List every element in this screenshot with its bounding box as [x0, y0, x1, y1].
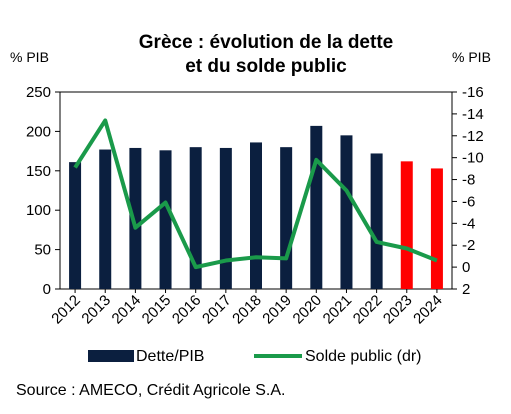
legend-label-balance: Solde public (dr) — [305, 348, 422, 365]
y-right-tick-label: 2 — [462, 281, 470, 298]
chart-title-line-1: Grèce : évolution de la dette — [139, 32, 393, 53]
bar-debt-2022 — [370, 153, 383, 289]
y-left-tick-label: 150 — [26, 163, 51, 180]
y-left-tick-label: 50 — [34, 242, 51, 259]
y-left-tick-label: 200 — [26, 123, 51, 140]
y-left-tick-label: 0 — [43, 281, 51, 298]
bar-debt-2021 — [340, 135, 353, 289]
plot-area: 0 50 100 150 200 250 2 0 -2 -4 -6 -8 -10 -12 -14 -16 201… — [26, 84, 484, 327]
bar-debt-2013 — [99, 149, 112, 289]
bar-debt-2023 — [400, 161, 413, 289]
bar-debt-2019 — [280, 147, 293, 289]
x-tick-label-2018: 2018 — [229, 292, 265, 328]
y-right-tick-label: -12 — [462, 128, 484, 145]
chart-title-line-2: et du solde public — [185, 56, 347, 77]
y-left-tick-label: 100 — [26, 202, 51, 219]
source-note: Source : AMECO, Crédit Agricole S.A. — [16, 382, 285, 399]
bar-debt-2017 — [219, 147, 232, 289]
x-tick-label-2017: 2017 — [199, 292, 235, 328]
bar-debt-2015 — [159, 150, 172, 289]
y-right-tick-label: -2 — [462, 237, 475, 254]
y-right-tick-label: -10 — [462, 150, 484, 167]
x-tick-label-2012: 2012 — [48, 292, 84, 328]
x-tick-label-2015: 2015 — [139, 292, 175, 328]
y-right-tick-label: -4 — [462, 215, 475, 232]
x-tick-label-2021: 2021 — [320, 292, 356, 328]
y-right-tick-label: -8 — [462, 172, 475, 189]
y-axis-left-label: % PIB — [10, 49, 49, 65]
y-axis-right-label: % PIB — [452, 49, 491, 65]
bar-debt-2020 — [310, 125, 323, 289]
bar-debt-2018 — [250, 142, 262, 289]
bar-debt-2014 — [129, 147, 142, 289]
x-tick-label-2016: 2016 — [169, 292, 205, 328]
y-right-tick-label: -6 — [462, 193, 475, 210]
x-tick-label-2019: 2019 — [259, 292, 295, 328]
x-tick-label-2023: 2023 — [380, 292, 416, 328]
bar-debt-2024 — [430, 168, 443, 289]
legend-label-debt: Dette/PIB — [136, 348, 204, 365]
x-tick-label-2024: 2024 — [410, 292, 446, 328]
y-right-tick-label: -14 — [462, 106, 484, 123]
y-left-tick-label: 250 — [26, 84, 51, 101]
x-tick-label-2013: 2013 — [78, 292, 114, 328]
x-tick-label-2022: 2022 — [350, 292, 386, 328]
y-right-tick-label: 0 — [462, 259, 470, 276]
bar-debt-2012 — [69, 162, 82, 289]
x-tick-label-2014: 2014 — [109, 292, 145, 328]
legend-swatch-debt — [88, 350, 134, 362]
y-right-tick-label: -16 — [462, 84, 484, 101]
x-tick-label-2020: 2020 — [290, 292, 326, 328]
bar-debt-2016 — [189, 147, 202, 289]
